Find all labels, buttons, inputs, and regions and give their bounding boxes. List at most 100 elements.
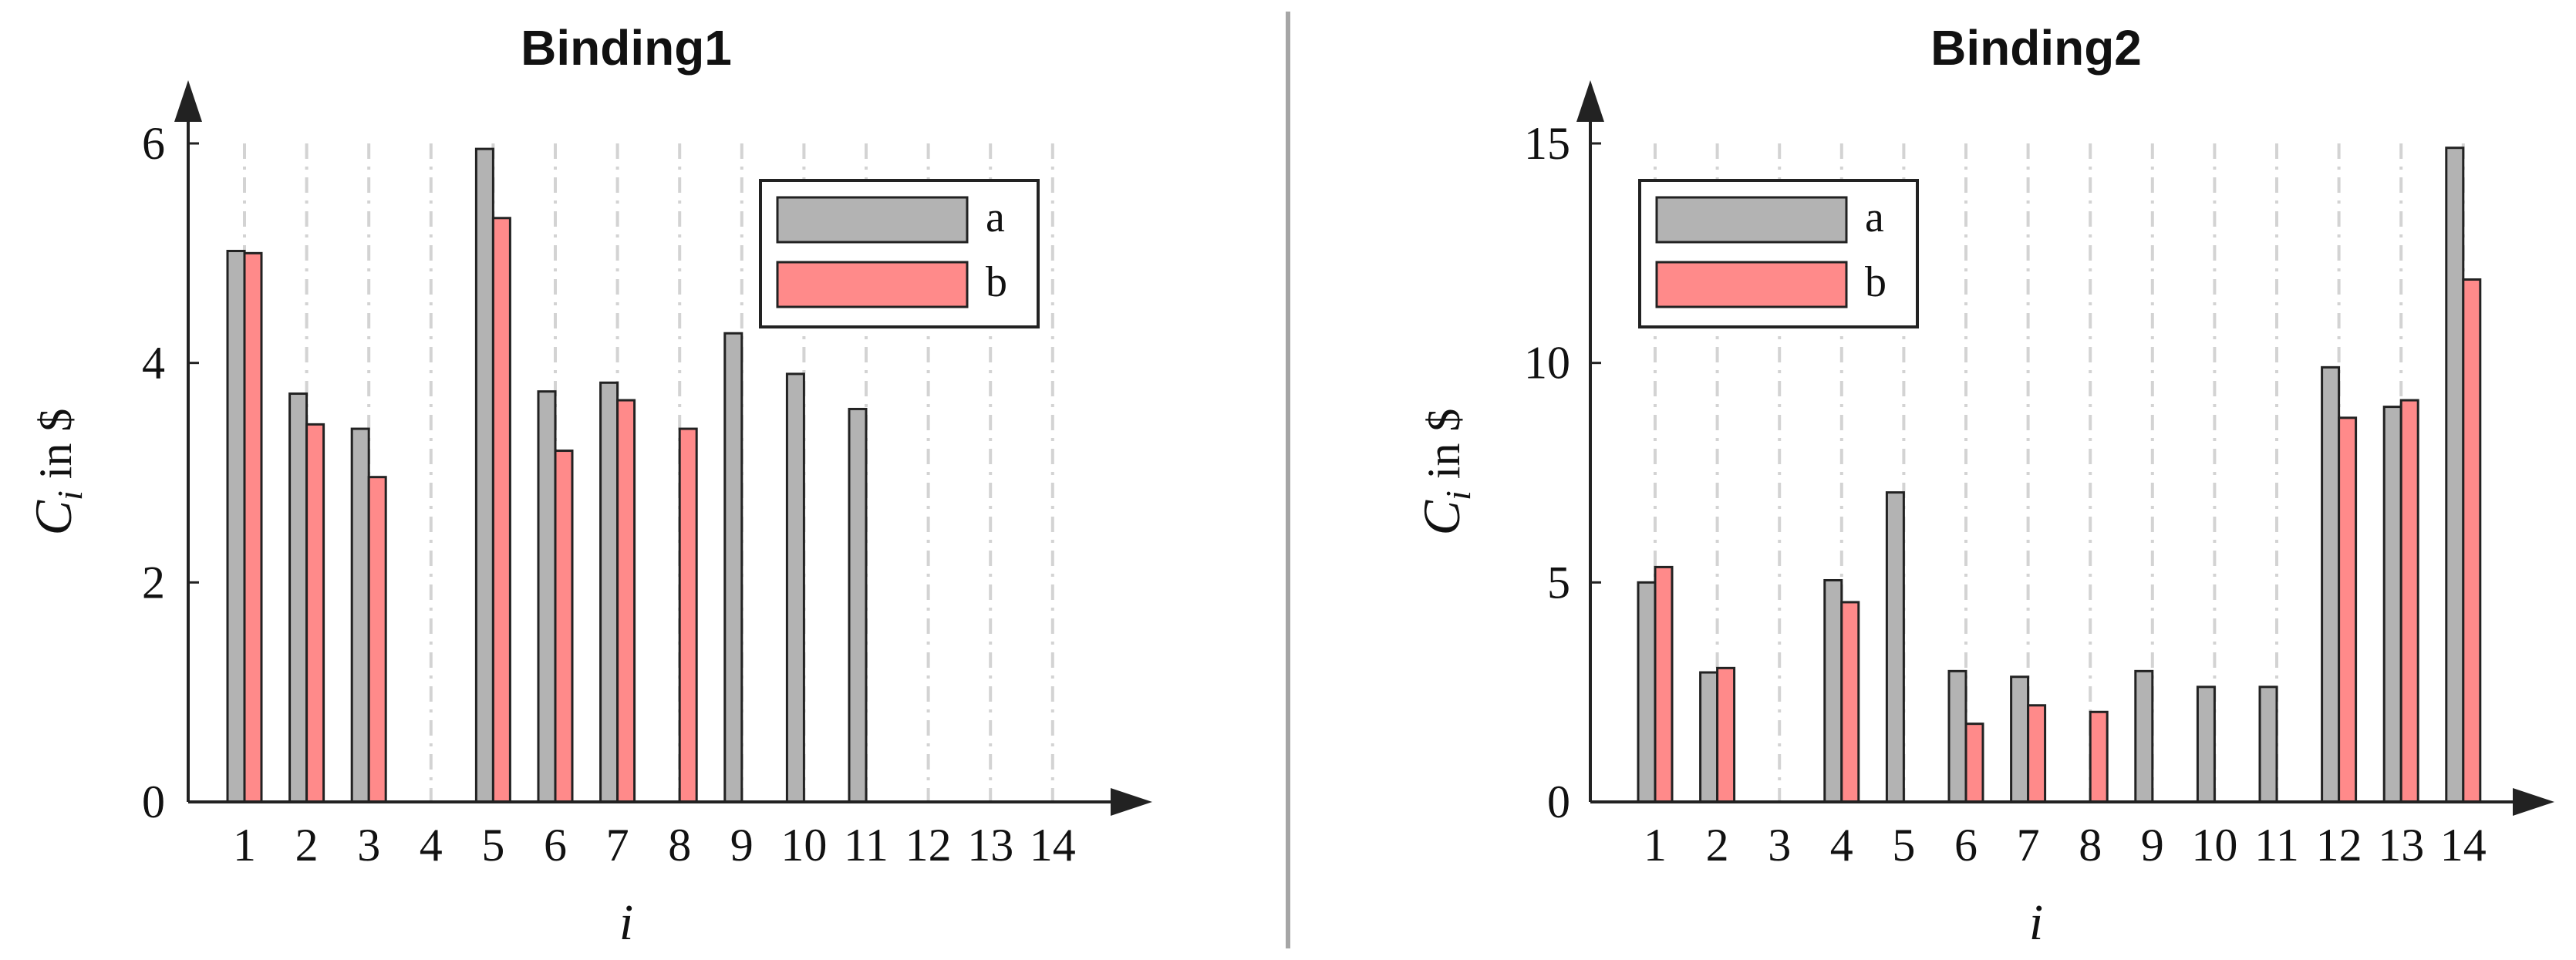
y-tick-label: 15 bbox=[1524, 118, 1570, 169]
x-tick-label: 1 bbox=[1644, 820, 1667, 871]
chart-title: Binding2 bbox=[1930, 20, 2142, 76]
x-tick-label: 4 bbox=[420, 820, 443, 871]
x-tick-label: 1 bbox=[233, 820, 256, 871]
y-axis-label-base: C bbox=[24, 500, 83, 535]
bar-a-5 bbox=[474, 147, 494, 803]
legend-label-b: b bbox=[986, 258, 1007, 306]
bar-b-7 bbox=[2027, 704, 2047, 803]
bar-b-2 bbox=[305, 423, 325, 803]
bar-a-12 bbox=[2321, 365, 2341, 803]
y-axis-arrow bbox=[1576, 80, 1604, 122]
bar-a-1 bbox=[226, 249, 246, 803]
y-axis-label-subscript: i bbox=[50, 490, 89, 500]
x-axis-arrow bbox=[2513, 788, 2554, 816]
y-axis-label-unit: in $ bbox=[30, 409, 81, 491]
bar-b-7 bbox=[616, 399, 636, 803]
bar-b-5 bbox=[491, 217, 511, 803]
bar-a-7 bbox=[2010, 675, 2030, 803]
x-tick-label: 12 bbox=[2316, 820, 2362, 871]
x-tick-label: 10 bbox=[2191, 820, 2237, 871]
legend: ab bbox=[1638, 179, 1919, 328]
legend-label-a: a bbox=[986, 194, 1005, 241]
y-tick-label: 0 bbox=[1547, 776, 1570, 827]
y-axis-label-unit: in $ bbox=[1418, 409, 1469, 491]
x-tick-label: 5 bbox=[1892, 820, 1915, 871]
x-tick-label: 11 bbox=[844, 820, 888, 871]
bar-b-2 bbox=[1716, 666, 1736, 803]
y-tick-label: 2 bbox=[142, 557, 165, 608]
x-tick-label: 10 bbox=[781, 820, 827, 871]
x-tick-label: 12 bbox=[905, 820, 952, 871]
bar-a-11 bbox=[848, 407, 868, 803]
bar-b-1 bbox=[243, 251, 263, 803]
axes bbox=[1576, 80, 2554, 816]
y-axis-label: Ci in $ bbox=[24, 409, 89, 536]
legend-swatch-a bbox=[1655, 196, 1848, 244]
bar-a-4 bbox=[1823, 578, 1843, 803]
bar-a-6 bbox=[1947, 669, 1967, 803]
bar-b-13 bbox=[2399, 399, 2419, 803]
y-tick-label: 5 bbox=[1547, 557, 1570, 608]
legend-swatch-b bbox=[1655, 261, 1848, 308]
y-axis-label-text: Ci in $ bbox=[24, 409, 89, 536]
x-tick-label: 13 bbox=[967, 820, 1013, 871]
x-tick-label: 9 bbox=[730, 820, 754, 871]
y-tick-label: 6 bbox=[142, 118, 165, 169]
y-tick-label: 4 bbox=[142, 338, 165, 389]
x-tick-label: 8 bbox=[668, 820, 691, 871]
x-tick-label: 3 bbox=[1768, 820, 1791, 871]
bar-a-9 bbox=[2134, 669, 2154, 803]
x-axis-label: i bbox=[619, 894, 633, 951]
legend-swatch-b bbox=[776, 261, 969, 308]
y-tick-label: 0 bbox=[142, 776, 165, 827]
bar-series bbox=[1637, 147, 2482, 803]
bar-b-3 bbox=[367, 476, 387, 803]
x-tick-label: 7 bbox=[2017, 820, 2040, 871]
x-axis-label: i bbox=[2029, 894, 2043, 951]
x-tick-label: 9 bbox=[2141, 820, 2164, 871]
bar-a-6 bbox=[537, 390, 557, 803]
x-tick-label: 4 bbox=[1830, 820, 1853, 871]
legend: ab bbox=[759, 179, 1040, 328]
bar-a-2 bbox=[288, 392, 309, 803]
bar-b-8 bbox=[678, 427, 698, 803]
bar-a-13 bbox=[2382, 406, 2402, 803]
bar-a-1 bbox=[1637, 581, 1657, 803]
bar-b-14 bbox=[2462, 278, 2482, 803]
bar-a-10 bbox=[785, 372, 805, 803]
legend-label-a: a bbox=[1865, 194, 1884, 241]
bar-b-4 bbox=[1840, 601, 1860, 803]
bar-b-6 bbox=[554, 450, 574, 803]
chart-title: Binding1 bbox=[521, 20, 732, 76]
x-axis-arrow bbox=[1111, 788, 1152, 816]
bar-a-11 bbox=[2258, 685, 2278, 803]
bar-a-9 bbox=[723, 332, 743, 803]
x-tick-label: 5 bbox=[481, 820, 504, 871]
x-tick-label: 2 bbox=[1706, 820, 1729, 871]
legend-label-b: b bbox=[1865, 258, 1886, 306]
x-tick-label: 3 bbox=[357, 820, 380, 871]
x-tick-label: 8 bbox=[2079, 820, 2102, 871]
x-tick-label: 14 bbox=[2440, 820, 2487, 871]
bar-b-1 bbox=[1654, 565, 1674, 803]
y-tick-label: 10 bbox=[1524, 338, 1570, 389]
bar-a-10 bbox=[2196, 685, 2216, 803]
x-tick-label: 6 bbox=[544, 820, 567, 871]
x-tick-label: 11 bbox=[2254, 820, 2299, 871]
bar-a-14 bbox=[2445, 147, 2465, 803]
legend-swatch-a bbox=[776, 196, 969, 244]
bar-b-6 bbox=[1964, 723, 1984, 803]
x-tick-label: 14 bbox=[1030, 820, 1076, 871]
x-tick-label: 7 bbox=[606, 820, 629, 871]
bar-a-7 bbox=[599, 381, 619, 803]
bar-b-12 bbox=[2338, 416, 2358, 803]
y-axis-label-text: Ci in $ bbox=[1412, 409, 1478, 536]
y-axis-arrow bbox=[174, 80, 202, 122]
bar-a-3 bbox=[350, 427, 370, 803]
y-axis-label-subscript: i bbox=[1438, 490, 1478, 500]
bar-b-8 bbox=[2089, 710, 2109, 803]
